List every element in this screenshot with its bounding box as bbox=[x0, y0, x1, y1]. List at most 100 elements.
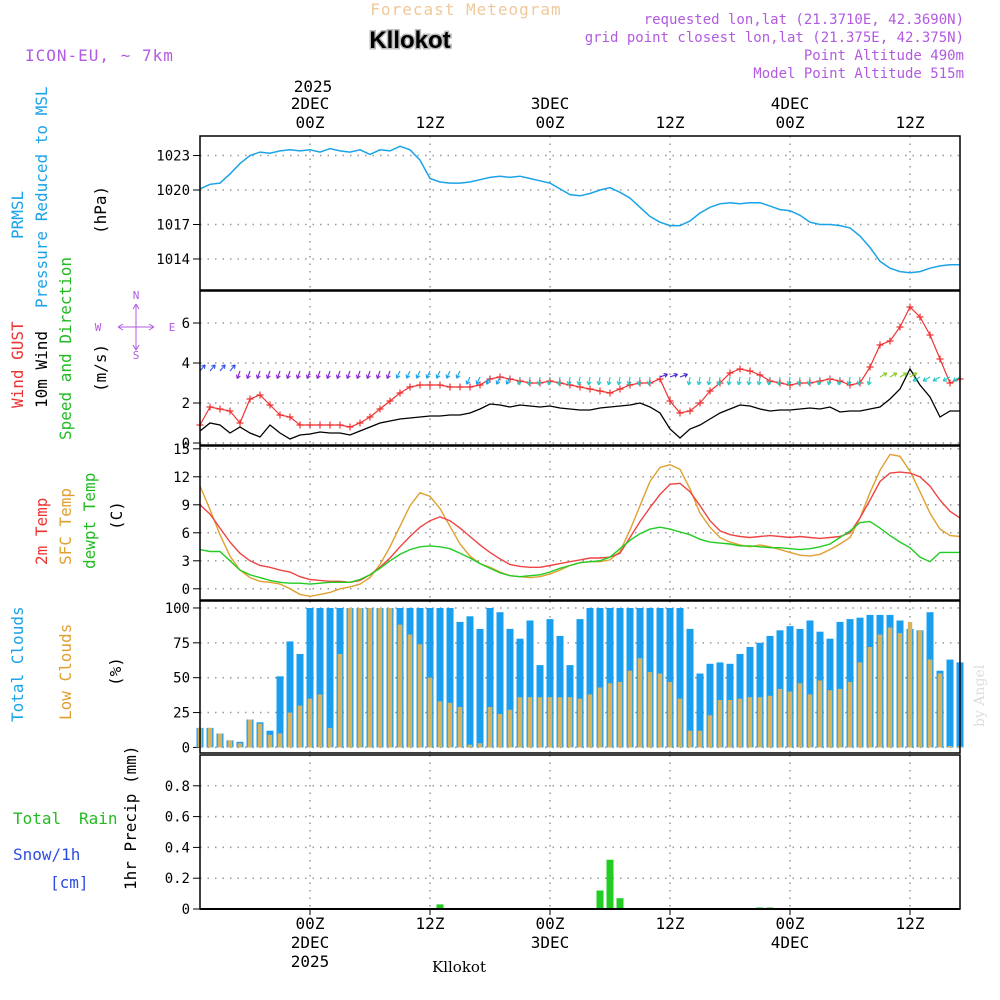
gust-marker bbox=[356, 419, 364, 427]
low-cloud-bar bbox=[527, 697, 533, 748]
low-cloud-bar bbox=[217, 733, 223, 748]
wind-direction-arrow bbox=[932, 376, 941, 382]
wind-direction-arrow bbox=[536, 376, 542, 386]
y-tick-label: 100 bbox=[165, 601, 190, 617]
low-cloud-bar bbox=[567, 697, 573, 748]
low-cloud-bar bbox=[787, 691, 793, 748]
wind-direction-arrow bbox=[546, 376, 552, 386]
total-cloud-bar bbox=[586, 608, 594, 748]
y-tick-label: 25 bbox=[173, 706, 190, 722]
wind-10m-label: 10m Wind bbox=[32, 331, 51, 408]
gust-marker bbox=[246, 395, 254, 403]
compass-east: E bbox=[169, 321, 176, 334]
wind-direction-arrow bbox=[796, 376, 802, 386]
wind-direction-arrow bbox=[325, 370, 331, 379]
bottom-time-label: 12Z bbox=[896, 914, 925, 933]
top-time-label: 2DEC bbox=[291, 94, 330, 113]
total-cloud-bar bbox=[836, 621, 844, 748]
compass-west: W bbox=[95, 321, 102, 334]
snow-label: Snow/1h bbox=[13, 845, 80, 864]
wind-direction-arrow bbox=[826, 376, 832, 386]
gust-marker bbox=[866, 363, 874, 371]
wind-direction-arrow bbox=[696, 376, 702, 386]
total-cloud-bar bbox=[546, 619, 554, 748]
low-cloud-bar bbox=[857, 662, 863, 748]
gust-marker bbox=[226, 407, 234, 415]
top-time-label: 00Z bbox=[776, 113, 805, 132]
wind-direction-arrow bbox=[716, 376, 722, 386]
y-tick-label: 0 bbox=[182, 902, 190, 918]
total-cloud-bar bbox=[456, 621, 464, 748]
y-tick-label: 6 bbox=[182, 316, 190, 332]
wind-direction-arrow bbox=[495, 376, 501, 385]
total-cloud-bar bbox=[946, 659, 954, 748]
gust-marker bbox=[286, 413, 294, 421]
wind-direction-arrow bbox=[415, 370, 421, 379]
low-cloud-bar bbox=[427, 677, 433, 748]
top-time-label: 12Z bbox=[656, 113, 685, 132]
gust-marker bbox=[676, 409, 684, 417]
compass-arrows bbox=[117, 303, 155, 351]
wind-direction-arrow bbox=[526, 376, 532, 386]
y-tick-label: 1023 bbox=[156, 149, 190, 165]
top-time-label: 12Z bbox=[896, 113, 925, 132]
compass-south: S bbox=[133, 349, 140, 362]
total-cloud-bar bbox=[466, 616, 474, 748]
low-cloud-bar bbox=[247, 719, 253, 748]
wind-direction-arrow bbox=[385, 370, 391, 379]
compass-north: N bbox=[133, 289, 140, 302]
y-tick-label: 0.4 bbox=[165, 840, 190, 856]
gust-marker bbox=[386, 397, 394, 405]
total-cloud-bar bbox=[756, 642, 764, 748]
low-cloud-bar bbox=[547, 697, 553, 748]
pressure-panel: 1014 1017 1020 1023 bbox=[156, 135, 961, 291]
y-tick-label: 4 bbox=[182, 356, 190, 372]
low-cloud-bar bbox=[397, 624, 403, 748]
wind-direction-arrow bbox=[505, 376, 511, 385]
footer-location: Kllokot bbox=[432, 958, 486, 976]
top-time-label: 4DEC bbox=[771, 94, 810, 113]
bottom-time-label: 12Z bbox=[656, 914, 685, 933]
top-time-label: 00Z bbox=[296, 113, 325, 132]
low-cloud-bar bbox=[557, 697, 563, 748]
gust-marker bbox=[436, 381, 444, 389]
gust-marker bbox=[256, 391, 264, 399]
bottom-time-label: 4DEC bbox=[771, 933, 810, 952]
wind-direction-arrow bbox=[766, 376, 772, 386]
wind-direction-arrow bbox=[516, 376, 522, 386]
gust-marker bbox=[326, 421, 334, 429]
gust-marker bbox=[926, 331, 934, 339]
wind-direction-arrow bbox=[746, 376, 752, 386]
low-cloud-bar bbox=[877, 634, 883, 748]
wind-direction-arrow bbox=[586, 376, 592, 386]
low-cloud-bar bbox=[287, 712, 293, 748]
wind-direction-arrow bbox=[669, 372, 678, 378]
gust-marker bbox=[596, 387, 604, 395]
wind-direction-arrow bbox=[679, 372, 688, 378]
snow-unit-label: [cm] bbox=[50, 873, 89, 892]
wind-direction-arrow bbox=[345, 370, 351, 379]
low-cloud-bar bbox=[367, 608, 373, 748]
wind-gust-label: Wind GUST bbox=[8, 321, 27, 408]
low-cloud-bar bbox=[237, 743, 243, 748]
prmsl-label: PRMSL bbox=[8, 191, 27, 239]
y-tick-label: 0.6 bbox=[165, 810, 190, 826]
y-tick-label: 12 bbox=[173, 470, 190, 486]
wind-direction-arrow bbox=[756, 376, 762, 386]
y-tick-label: 0 bbox=[182, 740, 190, 756]
y-tick-label: 0 bbox=[182, 582, 190, 598]
hpa-unit-label: (hPa) bbox=[91, 186, 110, 234]
gust-marker bbox=[726, 369, 734, 377]
gust-marker bbox=[586, 385, 594, 393]
bottom-time-label: 00Z bbox=[776, 914, 805, 933]
low-cloud-bar bbox=[897, 633, 903, 748]
wind-direction-arrow bbox=[776, 376, 782, 386]
low-cloud-bar bbox=[417, 644, 423, 748]
total-cloud-bar bbox=[446, 608, 454, 748]
low-cloud-bar bbox=[377, 608, 383, 748]
gust-marker bbox=[236, 419, 244, 427]
gust-marker bbox=[746, 367, 754, 375]
celsius-unit-label: (C) bbox=[107, 501, 126, 530]
low-cloud-bar bbox=[307, 698, 313, 748]
low-cloud-bar bbox=[867, 647, 873, 748]
